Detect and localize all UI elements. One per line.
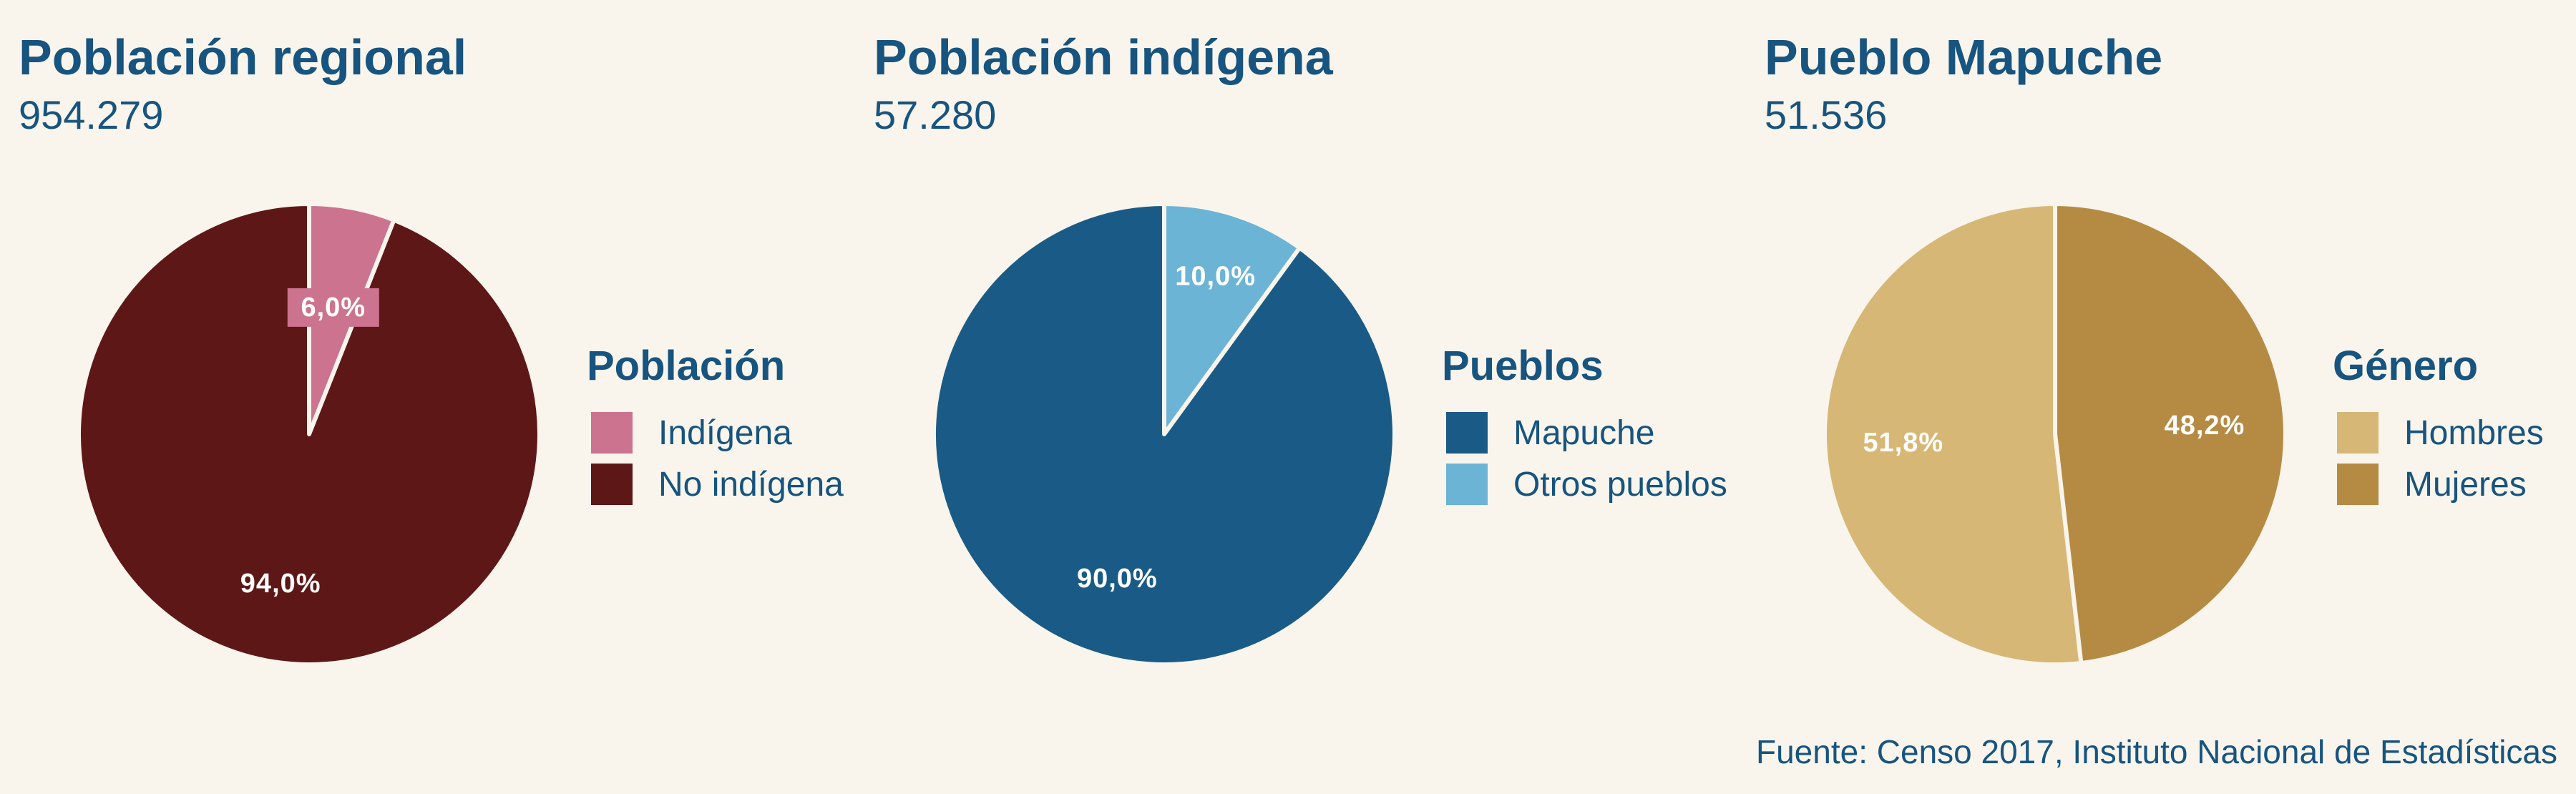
legend-swatch xyxy=(2337,412,2379,454)
pie-data-label: 51,8% xyxy=(1863,428,1943,458)
pie-chart: 10,0% 90,0% xyxy=(932,202,1397,667)
legend: Pueblos Mapuche Otros pueblos xyxy=(1442,342,1727,510)
source-note: Fuente: Censo 2017, Instituto Nacional d… xyxy=(1756,733,2557,770)
pie-data-label: 6,0% xyxy=(287,288,379,327)
pie-data-label-text: 51,8% xyxy=(1863,428,1943,458)
pie-slice-mujeres xyxy=(2053,202,2288,665)
chart-title: Pueblo Mapuche xyxy=(1765,29,2163,85)
pie-data-label: 48,2% xyxy=(2165,411,2245,441)
legend-item-no-indigena: No indígena xyxy=(587,459,844,510)
pie-data-label-bg xyxy=(287,288,379,327)
legend-swatch xyxy=(591,464,633,505)
chart-total: 57.280 xyxy=(874,92,997,137)
chart-title: Población regional xyxy=(19,29,467,85)
legend-swatch xyxy=(1446,464,1488,505)
pie-slice-mapuche xyxy=(932,202,1397,667)
pie-data-label: 94,0% xyxy=(240,569,321,599)
chart-panel-mapuche: Pueblo Mapuche 51.536 48,2% 51,8% Género … xyxy=(1746,0,2576,715)
legend-item-otros-pueblos: Otros pueblos xyxy=(1442,459,1727,510)
chart-title: Población indígena xyxy=(874,29,1333,85)
pie-data-label-text: 94,0% xyxy=(240,569,321,599)
legend-label: Hombres xyxy=(2404,413,2544,452)
pie-data-label-bg xyxy=(1169,257,1262,296)
legend-swatch xyxy=(591,412,633,454)
pie-data-label: 10,0% xyxy=(1169,257,1262,296)
legend-title: Pueblos xyxy=(1442,343,1604,389)
legend-item-mapuche: Mapuche xyxy=(1442,407,1727,459)
legend-label: Mujeres xyxy=(2404,465,2527,504)
chart-total: 51.536 xyxy=(1765,92,1888,137)
chart-panel-indigena: Población indígena 57.280 10,0% 90,0% Pue… xyxy=(855,0,1727,715)
pie-slice-no-indigena xyxy=(77,202,542,667)
legend-title: Población xyxy=(587,343,786,389)
pie-data-label: 90,0% xyxy=(1077,564,1158,594)
legend-swatch xyxy=(2337,464,2379,505)
chart-total: 954.279 xyxy=(19,92,164,137)
pie-chart: 6,0% 94,0% xyxy=(77,202,542,667)
legend-item-mujeres: Mujeres xyxy=(2333,459,2544,510)
legend-label: No indígena xyxy=(658,465,844,504)
legend-swatch xyxy=(1446,412,1488,454)
pie-data-label-text: 90,0% xyxy=(1077,564,1158,594)
legend-title: Género xyxy=(2333,343,2479,389)
pie-chart: 48,2% 51,8% xyxy=(1823,202,2288,667)
legend-label: Otros pueblos xyxy=(1513,465,1727,504)
legend-label: Mapuche xyxy=(1513,413,1655,452)
pie-data-label-text: 10,0% xyxy=(1175,262,1256,292)
legend: Género Hombres Mujeres xyxy=(2333,342,2544,510)
legend: Población Indígena No indígena xyxy=(587,342,844,510)
pie-slice-hombres xyxy=(1823,202,2084,667)
legend-label: Indígena xyxy=(658,413,792,452)
legend-item-hombres: Hombres xyxy=(2333,407,2544,459)
pie-data-label-text: 6,0% xyxy=(301,293,366,323)
chart-panel-regional: Población regional 954.279 6,0% 94,0% Pob… xyxy=(0,0,852,715)
legend-item-indigena: Indígena xyxy=(587,407,844,459)
pie-data-label-text: 48,2% xyxy=(2165,411,2245,441)
